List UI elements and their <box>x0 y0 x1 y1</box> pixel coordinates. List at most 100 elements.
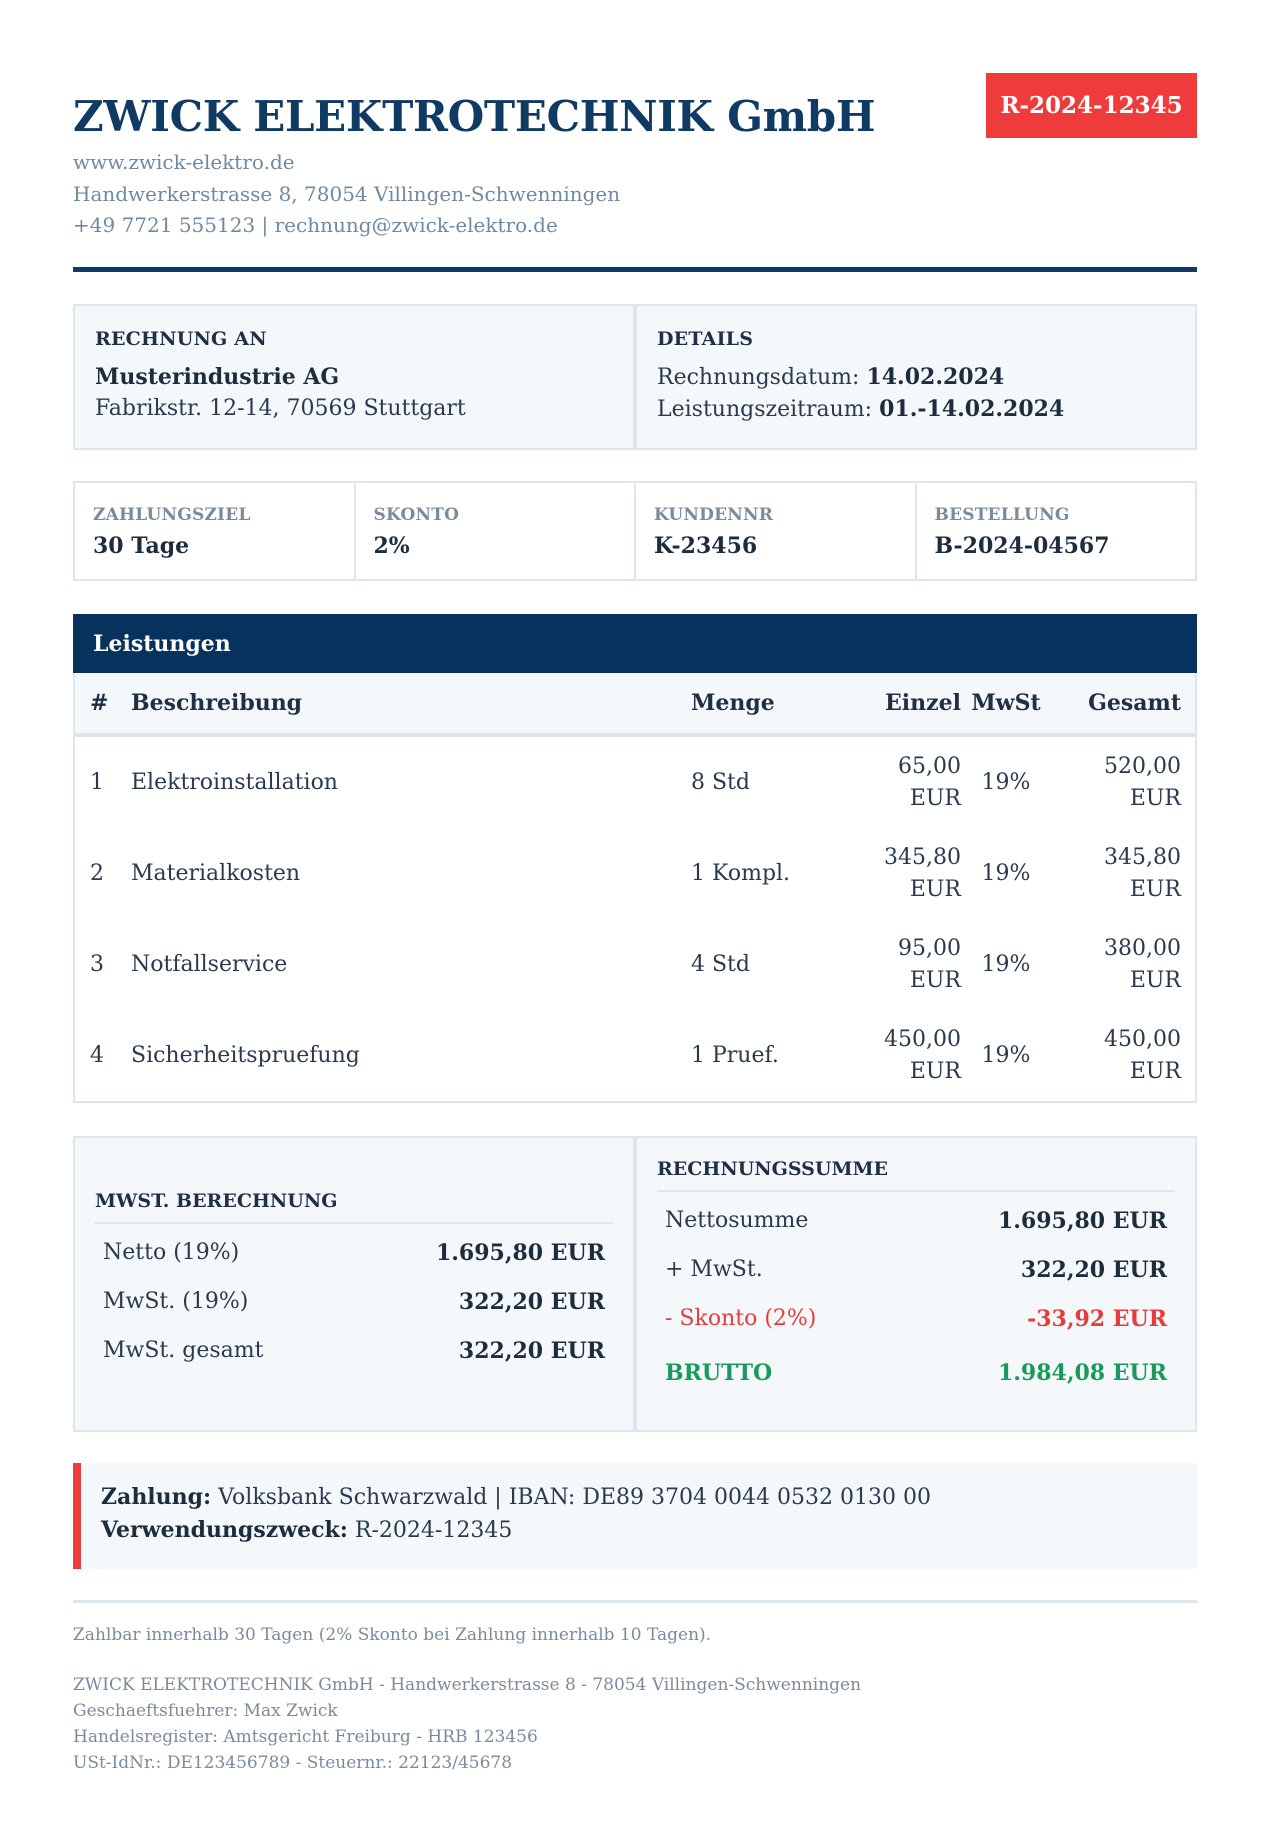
unit-currency: EUR <box>909 1058 961 1084</box>
unit-amount: 450,00 <box>884 1026 961 1052</box>
row-unit-price: 345,80 EUR <box>841 842 961 906</box>
company-contact: +49 7721 555123 | rechnung@zwick-elektro… <box>73 213 558 237</box>
payment-reference-line: Verwendungszweck: R-2024-12345 <box>101 1514 1177 1547</box>
payment-label: Zahlung: <box>101 1484 212 1510</box>
meta-order-number: BESTELLUNG B-2024-04567 <box>916 481 1197 581</box>
meta-discount: SKONTO 2% <box>355 481 636 581</box>
row-vat: 19% <box>981 861 1031 886</box>
row-quantity: 1 Kompl. <box>691 861 791 886</box>
footer-legal-line: USt-IdNr.: DE123456789 - Steuernr.: 2212… <box>73 1753 513 1773</box>
sum-label: MwSt. (19%) <box>103 1289 249 1314</box>
footer-legal-line: Handelsregister: Amtsgericht Freiburg - … <box>73 1727 538 1747</box>
meta-label: ZAHLUNGSZIEL <box>93 505 251 525</box>
header-number: # <box>90 690 109 716</box>
gross-total-line: BRUTTO 1.984,08 EUR <box>657 1343 1175 1403</box>
row-total: 380,00 EUR <box>1051 933 1195 997</box>
vat-line-vat: MwSt. (19%) 322,20 EUR <box>95 1277 613 1326</box>
gross-total-value: 1.984,08 EUR <box>997 1360 1167 1386</box>
header-description: Beschreibung <box>131 690 303 716</box>
address-details-row: RECHNUNG AN Musterindustrie AG Fabrikstr… <box>73 304 1197 450</box>
meta-customer-number: KUNDENNR K-23456 <box>636 481 917 581</box>
unit-amount: 95,00 <box>898 935 961 961</box>
row-description: Notfallservice <box>131 952 288 977</box>
row-total: 520,00 EUR <box>1051 751 1195 815</box>
vat-sum-label: + MwSt. <box>665 1257 763 1282</box>
payment-bank-line: Zahlung: Volksbank Schwarzwald | IBAN: D… <box>101 1481 1177 1514</box>
details-title: DETAILS <box>657 328 754 350</box>
vat-sum-value: 322,20 EUR <box>1020 1256 1167 1283</box>
invoice-total-title: RECHNUNGSSUMME <box>657 1158 1175 1192</box>
table-row: 2 Materialkosten 1 Kompl. 345,80 EUR 19% … <box>75 828 1195 919</box>
service-period-label: Leistungszeitraum: <box>657 397 873 422</box>
unit-amount: 65,00 <box>898 753 961 779</box>
row-number: 4 <box>90 1043 104 1068</box>
payment-bank-details: Volksbank Schwarzwald | IBAN: DE89 3704 … <box>218 1485 931 1510</box>
sum-value: 322,20 EUR <box>458 1288 605 1315</box>
unit-amount: 345,80 <box>884 844 961 870</box>
company-address: Handwerkerstrasse 8, 78054 Villingen-Sch… <box>73 182 621 206</box>
row-total: 450,00 EUR <box>1051 1024 1195 1088</box>
table-row: 4 Sicherheitspruefung 1 Pruef. 450,00 EUR… <box>75 1010 1195 1101</box>
meta-value: K-23456 <box>654 533 758 559</box>
recipient-name: Musterindustrie AG <box>95 364 340 390</box>
row-description: Materialkosten <box>131 861 301 886</box>
vat-line-net: Netto (19%) 1.695,80 EUR <box>95 1228 613 1277</box>
net-sum-value: 1.695,80 EUR <box>997 1207 1167 1234</box>
payment-reference-value: R-2024-12345 <box>354 1518 513 1543</box>
net-sum-label: Nettosumme <box>665 1208 809 1233</box>
vat-calculation-box: MWST. BERECHNUNG Netto (19%) 1.695,80 EU… <box>73 1136 635 1432</box>
recipient-address: Fabrikstr. 12-14, 70569 Stuttgart <box>95 396 466 421</box>
invoice-page: ZWICK ELEKTROTECHNIK GmbH www.zwick-elek… <box>73 0 1197 1773</box>
header-total: Gesamt <box>1088 690 1181 716</box>
service-period-value: 01.-14.02.2024 <box>879 396 1065 422</box>
row-description: Elektroinstallation <box>131 770 338 795</box>
row-vat: 19% <box>981 770 1031 795</box>
details-box: DETAILS Rechnungsdatum: 14.02.2024 Leist… <box>635 304 1197 450</box>
total-amount: 520,00 <box>1104 753 1181 779</box>
invoice-meta-row: ZAHLUNGSZIEL 30 Tage SKONTO 2% KUNDENNR … <box>73 481 1197 581</box>
unit-currency: EUR <box>909 876 961 902</box>
sum-label: Netto (19%) <box>103 1240 240 1265</box>
vat-sum-line: + MwSt. 322,20 EUR <box>657 1245 1175 1294</box>
footer-legal-line: Geschaeftsfuehrer: Max Zwick <box>73 1701 338 1721</box>
total-currency: EUR <box>1129 785 1181 811</box>
unit-currency: EUR <box>909 967 961 993</box>
footer-legal: ZWICK ELEKTROTECHNIK GmbH - Handwerkerst… <box>73 1672 1197 1776</box>
company-website: www.zwick-elektro.de <box>73 150 295 174</box>
payment-info-box: Zahlung: Volksbank Schwarzwald | IBAN: D… <box>73 1463 1197 1569</box>
footer-divider <box>73 1600 1197 1603</box>
total-currency: EUR <box>1129 967 1181 993</box>
meta-payment-terms: ZAHLUNGSZIEL 30 Tage <box>73 481 356 581</box>
row-unit-price: 450,00 EUR <box>841 1024 961 1088</box>
meta-value: 30 Tage <box>93 533 190 559</box>
header-vat: MwSt <box>971 690 1041 716</box>
total-amount: 380,00 <box>1104 935 1181 961</box>
row-quantity: 8 Std <box>691 770 750 795</box>
totals-row: MWST. BERECHNUNG Netto (19%) 1.695,80 EU… <box>73 1136 1197 1432</box>
vat-calculation-title: MWST. BERECHNUNG <box>95 1190 613 1224</box>
row-description: Sicherheitspruefung <box>131 1043 360 1068</box>
header-divider <box>73 267 1197 272</box>
sum-label: MwSt. gesamt <box>103 1338 264 1363</box>
row-total: 345,80 EUR <box>1051 842 1195 906</box>
items-section-title: Leistungen <box>73 614 1197 673</box>
total-amount: 450,00 <box>1104 1026 1181 1052</box>
meta-label: KUNDENNR <box>654 505 774 525</box>
meta-value: B-2024-04567 <box>934 533 1110 559</box>
row-vat: 19% <box>981 952 1031 977</box>
header-quantity: Menge <box>691 690 775 716</box>
table-row: 3 Notfallservice 4 Std 95,00 EUR 19% 380,… <box>75 919 1195 1010</box>
row-quantity: 1 Pruef. <box>691 1043 779 1068</box>
header-unit-price: Einzel <box>885 690 961 716</box>
net-sum-line: Nettosumme 1.695,80 EUR <box>657 1196 1175 1245</box>
sum-value: 1.695,80 EUR <box>435 1239 605 1266</box>
invoice-number-badge: R-2024-12345 <box>986 73 1197 138</box>
row-unit-price: 95,00 EUR <box>841 933 961 997</box>
discount-value: -33,92 EUR <box>1027 1305 1167 1332</box>
invoice-date-label: Rechnungsdatum: <box>657 365 860 390</box>
total-amount: 345,80 <box>1104 844 1181 870</box>
meta-value: 2% <box>373 533 410 559</box>
discount-line: - Skonto (2%) -33,92 EUR <box>657 1294 1175 1343</box>
row-number: 2 <box>90 861 104 886</box>
table-row: 1 Elektroinstallation 8 Std 65,00 EUR 19%… <box>75 737 1195 828</box>
